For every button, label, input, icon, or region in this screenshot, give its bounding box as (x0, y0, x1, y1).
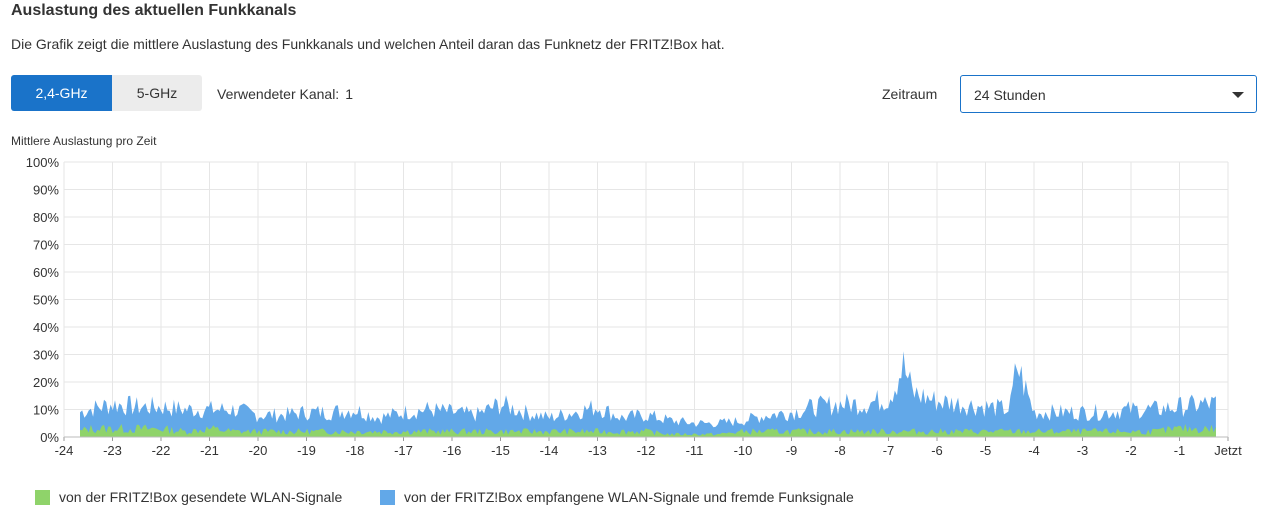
series-area-sent (80, 424, 1216, 437)
series-area-received (80, 351, 1216, 437)
y-tick-label: 20% (33, 375, 59, 390)
channel-label: Verwendeter Kanal: (217, 86, 340, 102)
x-tick-label: -9 (786, 443, 798, 458)
y-tick-label: 60% (33, 265, 59, 280)
utilization-chart: 0% 10% 20% 30% 40% 50% 60% 70% 80% 90% 100% -24 -23 -… (26, 155, 1242, 458)
legend-label-sent: von der FRITZ!Box gesendete WLAN-Signale (59, 489, 343, 505)
x-tick-label: -10 (734, 443, 753, 458)
y-tick-label: 0% (40, 430, 59, 445)
x-tick-label: Jetzt (1214, 443, 1242, 458)
y-tick-label: 30% (33, 348, 59, 363)
timerange-value: 24 Stunden (974, 87, 1046, 103)
x-tick-label: -21 (200, 443, 219, 458)
y-tick-label: 10% (33, 403, 59, 418)
y-tick-label: 80% (33, 210, 59, 225)
timerange-select[interactable]: 24 Stunden (960, 75, 1257, 113)
legend-item-sent: von der FRITZ!Box gesendete WLAN-Signale (35, 489, 342, 505)
y-tick-label: 70% (33, 238, 59, 253)
band-24ghz-button[interactable]: 2,4-GHz (11, 75, 112, 111)
x-tick-label: -6 (931, 443, 943, 458)
x-tick-label: -22 (152, 443, 171, 458)
legend-swatch-sent (35, 489, 50, 505)
channel-value: 1 (345, 86, 353, 102)
x-tick-label: -8 (834, 443, 846, 458)
x-tick-label: -15 (491, 443, 510, 458)
y-tick-label: 100% (26, 155, 60, 170)
x-tick-label: -18 (346, 443, 365, 458)
page-description: Die Grafik zeigt die mittlere Auslastung… (11, 36, 725, 52)
chart-ylabel: Mittlere Auslastung pro Zeit (11, 134, 157, 148)
x-tick-label: -3 (1077, 443, 1089, 458)
chevron-down-icon (1232, 92, 1244, 98)
chart-grid (63, 161, 1229, 438)
x-tick-label: -4 (1028, 443, 1040, 458)
legend-swatch-received (380, 489, 395, 505)
channel-info: Verwendeter Kanal: 1 (217, 86, 353, 102)
band-toggle: 2,4-GHz 5-GHz (11, 75, 202, 111)
x-tick-label: -20 (249, 443, 268, 458)
x-tick-label: -11 (686, 443, 704, 458)
legend-label-received: von der FRITZ!Box empfangene WLAN-Signal… (404, 489, 854, 505)
x-tick-label: -23 (103, 443, 122, 458)
x-tick-label: -1 (1174, 443, 1186, 458)
x-tick-label: -24 (55, 443, 74, 458)
chart-axes: 0% 10% 20% 30% 40% 50% 60% 70% 80% 90% 100% -24 -23 -… (26, 155, 1242, 458)
x-tick-label: -16 (443, 443, 462, 458)
x-tick-label: -12 (637, 443, 656, 458)
y-tick-label: 50% (33, 293, 59, 308)
y-tick-label: 90% (33, 183, 59, 198)
x-tick-label: -13 (588, 443, 607, 458)
chart-areas (80, 351, 1216, 437)
x-tick-label: -7 (883, 443, 895, 458)
x-tick-label: -2 (1125, 443, 1137, 458)
legend-item-received: von der FRITZ!Box empfangene WLAN-Signal… (380, 489, 854, 505)
x-tick-label: -5 (980, 443, 992, 458)
y-tick-label: 40% (33, 320, 59, 335)
x-tick-label: -14 (540, 443, 559, 458)
timerange-label: Zeitraum (882, 86, 938, 102)
page-title: Auslastung des aktuellen Funkkanals (11, 2, 297, 19)
x-tick-label: -17 (394, 443, 413, 458)
x-tick-label: -19 (297, 443, 316, 458)
band-5ghz-button[interactable]: 5-GHz (112, 75, 202, 111)
